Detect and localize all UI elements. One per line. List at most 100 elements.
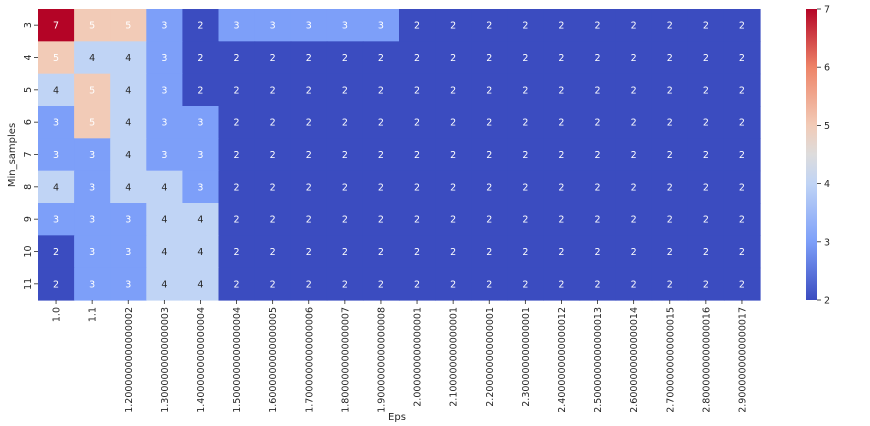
cell-value-label: 2 [486, 53, 492, 64]
x-tick-label: 1.7000000000000006 [304, 307, 315, 413]
heatmap-cell [326, 41, 364, 75]
cell-value-label: 3 [161, 118, 167, 129]
cell-value-label: 4 [125, 118, 131, 129]
x-tick-label: 2.7000000000000015 [665, 307, 676, 413]
cell-value-label: 2 [270, 247, 276, 258]
heatmap-cell [38, 9, 75, 42]
x-tick-label: 1.1 [88, 307, 99, 322]
cell-value-label: 7 [53, 21, 59, 32]
heatmap-cell [651, 138, 689, 172]
cell-value-label: 4 [161, 182, 167, 193]
heatmap-cell [38, 41, 75, 75]
heatmap-cell [362, 138, 400, 172]
heatmap-cell [218, 9, 256, 42]
cell-value-label: 3 [342, 21, 348, 32]
heatmap-cell [290, 9, 328, 42]
cell-value-label: 2 [234, 85, 240, 96]
cell-value-label: 2 [739, 215, 745, 226]
cell-value-label: 2 [378, 247, 384, 258]
cell-value-label: 2 [703, 247, 709, 258]
heatmap-cell [362, 106, 400, 139]
heatmap-cell [579, 106, 617, 139]
cell-value-label: 2 [631, 182, 637, 193]
x-tick-label: 1.9000000000000008 [376, 307, 387, 413]
cell-value-label: 2 [667, 118, 673, 129]
heatmap-cell [507, 267, 544, 301]
colorbar [806, 9, 817, 300]
cell-value-label: 2 [558, 85, 564, 96]
x-axis-label: Eps [388, 412, 406, 423]
cell-value-label: 3 [89, 247, 95, 258]
heatmap-cell [507, 9, 544, 42]
cell-value-label: 2 [378, 182, 384, 193]
cell-value-label: 2 [342, 182, 348, 193]
cell-value-label: 2 [595, 85, 601, 96]
heatmap-cell [290, 267, 328, 301]
x-tick-label: 2.000000000000001 [413, 307, 424, 407]
heatmap-cell [326, 170, 364, 204]
heatmap-cell [326, 138, 364, 172]
y-tick-label: 9 [23, 216, 34, 222]
heatmap-cell [471, 170, 508, 204]
heatmap-cell [74, 267, 111, 301]
cell-value-label: 2 [414, 279, 420, 290]
cell-value-label: 2 [631, 279, 637, 290]
cell-value-label: 2 [486, 215, 492, 226]
cell-value-label: 5 [53, 53, 59, 64]
cell-value-label: 2 [703, 150, 709, 161]
heatmap-cell [471, 267, 508, 301]
x-tick-label: 2.100000000000001 [449, 307, 460, 407]
cell-value-label: 3 [161, 85, 167, 96]
cell-value-label: 2 [486, 182, 492, 193]
heatmap-cell [362, 41, 400, 75]
cell-value-label: 2 [53, 247, 59, 258]
cell-value-label: 2 [414, 150, 420, 161]
heatmap-cell [579, 235, 617, 269]
cell-value-label: 2 [739, 182, 745, 193]
x-tick-label: 2.300000000000001 [521, 307, 532, 407]
cell-value-label: 2 [234, 118, 240, 129]
heatmap-cell [362, 267, 400, 301]
colorbar-tick-label: 6 [824, 63, 830, 74]
cell-value-label: 2 [558, 21, 564, 32]
heatmap-cell [218, 170, 256, 204]
cell-value-label: 2 [342, 215, 348, 226]
heatmap-cell [471, 73, 508, 107]
heatmap-cell [651, 41, 689, 75]
x-tick-label: 2.5000000000000013 [593, 307, 604, 413]
heatmap-cell [615, 73, 653, 107]
heatmap-cell [254, 9, 292, 42]
heatmap-cell [543, 203, 581, 236]
x-tick-label: 1.3000000000000003 [160, 307, 171, 413]
cell-value-label: 2 [486, 118, 492, 129]
heatmap-cell [146, 235, 183, 269]
heatmap-cell [435, 170, 472, 204]
cell-value-label: 2 [739, 247, 745, 258]
cell-value-label: 2 [378, 215, 384, 226]
cell-value-label: 2 [306, 279, 312, 290]
heatmap-cell [110, 267, 147, 301]
heatmap-cell [290, 170, 328, 204]
cell-value-label: 2 [522, 85, 528, 96]
cell-value-label: 2 [450, 118, 456, 129]
heatmap-cell [218, 267, 256, 301]
cell-value-label: 2 [631, 150, 637, 161]
cell-value-label: 2 [631, 118, 637, 129]
cell-value-label: 2 [631, 21, 637, 32]
cell-value-label: 2 [739, 21, 745, 32]
cell-value-label: 4 [125, 150, 131, 161]
heatmap-cell [290, 138, 328, 172]
colorbar-tick-label: 2 [824, 296, 830, 307]
cell-value-label: 3 [89, 279, 95, 290]
cell-value-label: 2 [667, 182, 673, 193]
cell-value-label: 4 [125, 85, 131, 96]
cell-value-label: 5 [89, 118, 95, 129]
heatmap-cell [254, 267, 292, 301]
cell-value-label: 4 [53, 182, 59, 193]
cell-value-label: 2 [342, 118, 348, 129]
heatmap-cell [218, 138, 256, 172]
heatmap-cell [146, 267, 183, 301]
y-tick-label: 5 [23, 87, 34, 93]
heatmap-cell [687, 170, 725, 204]
cell-value-label: 2 [342, 53, 348, 64]
